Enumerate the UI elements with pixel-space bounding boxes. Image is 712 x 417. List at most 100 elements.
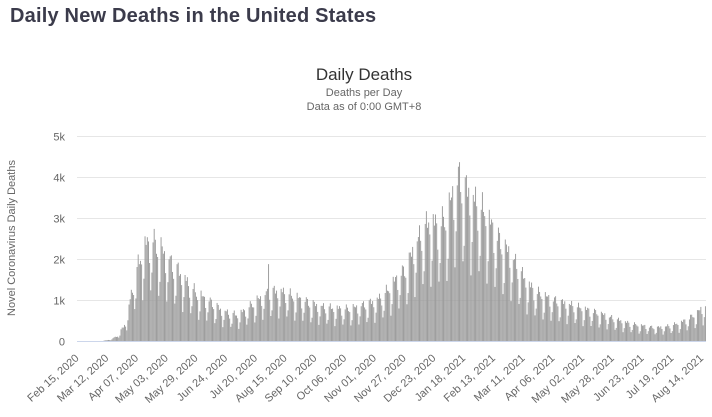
bar[interactable]: [232, 312, 234, 341]
bar[interactable]: [566, 324, 568, 341]
bar[interactable]: [624, 321, 626, 341]
bar[interactable]: [550, 320, 552, 341]
bar[interactable]: [452, 186, 454, 341]
bar[interactable]: [592, 313, 594, 341]
bar[interactable]: [322, 303, 324, 341]
bar[interactable]: [133, 295, 135, 341]
bar[interactable]: [255, 315, 257, 341]
bar[interactable]: [397, 289, 399, 341]
bar[interactable]: [584, 306, 586, 341]
bar[interactable]: [674, 322, 676, 341]
bar[interactable]: [580, 308, 582, 341]
bar[interactable]: [572, 306, 574, 341]
bar[interactable]: [292, 298, 294, 341]
bar[interactable]: [130, 289, 132, 341]
bar[interactable]: [605, 319, 607, 341]
bar[interactable]: [513, 259, 515, 341]
bar[interactable]: [430, 286, 432, 341]
bar[interactable]: [535, 308, 537, 341]
bar[interactable]: [620, 320, 622, 341]
bar[interactable]: [528, 281, 530, 341]
bar[interactable]: [533, 300, 535, 341]
bar[interactable]: [143, 278, 145, 341]
bar[interactable]: [118, 337, 120, 341]
bar[interactable]: [216, 302, 218, 341]
bar[interactable]: [368, 300, 370, 341]
bar[interactable]: [500, 249, 502, 341]
bar[interactable]: [347, 307, 348, 341]
bar[interactable]: [342, 324, 344, 341]
bar[interactable]: [586, 310, 587, 341]
bar[interactable]: [384, 293, 386, 341]
bar[interactable]: [644, 324, 646, 341]
bar[interactable]: [213, 309, 215, 341]
bar[interactable]: [166, 301, 168, 341]
bar[interactable]: [436, 223, 438, 341]
bar[interactable]: [702, 325, 704, 341]
bar[interactable]: [302, 320, 304, 341]
bar[interactable]: [388, 291, 390, 341]
bar[interactable]: [424, 223, 426, 341]
bar[interactable]: [462, 261, 464, 341]
bar[interactable]: [432, 214, 434, 341]
bar[interactable]: [152, 242, 154, 341]
bar[interactable]: [236, 315, 238, 341]
bar[interactable]: [643, 325, 645, 341]
bar[interactable]: [396, 275, 398, 341]
bar[interactable]: [525, 287, 527, 341]
bar[interactable]: [280, 288, 282, 341]
bar[interactable]: [173, 278, 175, 341]
bar[interactable]: [608, 317, 610, 341]
bar[interactable]: [111, 339, 113, 341]
bar[interactable]: [675, 324, 677, 341]
bar[interactable]: [207, 312, 209, 341]
bar[interactable]: [449, 200, 451, 341]
bar[interactable]: [391, 304, 393, 341]
bar[interactable]: [194, 292, 196, 341]
bar[interactable]: [459, 162, 461, 341]
bar[interactable]: [374, 322, 376, 341]
bar[interactable]: [136, 267, 138, 341]
bar[interactable]: [676, 323, 678, 341]
bar[interactable]: [261, 305, 263, 341]
bar[interactable]: [444, 227, 446, 341]
bar[interactable]: [309, 307, 311, 341]
bar[interactable]: [244, 310, 246, 341]
bar[interactable]: [181, 285, 183, 341]
bar[interactable]: [114, 336, 116, 341]
bar[interactable]: [704, 306, 706, 341]
bar[interactable]: [512, 260, 514, 341]
bar[interactable]: [524, 278, 526, 341]
bar[interactable]: [597, 315, 599, 341]
bar[interactable]: [215, 319, 217, 341]
bar[interactable]: [471, 242, 473, 341]
bar[interactable]: [321, 305, 323, 341]
bar[interactable]: [168, 259, 170, 341]
bar[interactable]: [493, 252, 495, 341]
bar[interactable]: [345, 304, 347, 341]
bar[interactable]: [677, 325, 679, 341]
bar[interactable]: [596, 314, 598, 341]
bar[interactable]: [481, 192, 483, 341]
bar[interactable]: [523, 278, 525, 341]
bar[interactable]: [149, 263, 151, 341]
bar[interactable]: [372, 301, 374, 341]
bar[interactable]: [301, 308, 303, 341]
bar[interactable]: [209, 297, 211, 341]
bar[interactable]: [461, 203, 463, 341]
bar[interactable]: [250, 303, 252, 341]
bar[interactable]: [511, 282, 513, 341]
bar[interactable]: [306, 298, 308, 341]
bar[interactable]: [360, 306, 362, 341]
bar[interactable]: [122, 327, 124, 341]
bar[interactable]: [446, 280, 448, 341]
bar[interactable]: [218, 309, 220, 341]
bar[interactable]: [447, 258, 449, 341]
bar[interactable]: [172, 271, 173, 341]
bar[interactable]: [478, 271, 480, 341]
bar[interactable]: [140, 260, 141, 341]
bar[interactable]: [240, 309, 242, 341]
bar[interactable]: [358, 324, 360, 341]
bar[interactable]: [621, 323, 623, 341]
bar[interactable]: [487, 261, 489, 341]
